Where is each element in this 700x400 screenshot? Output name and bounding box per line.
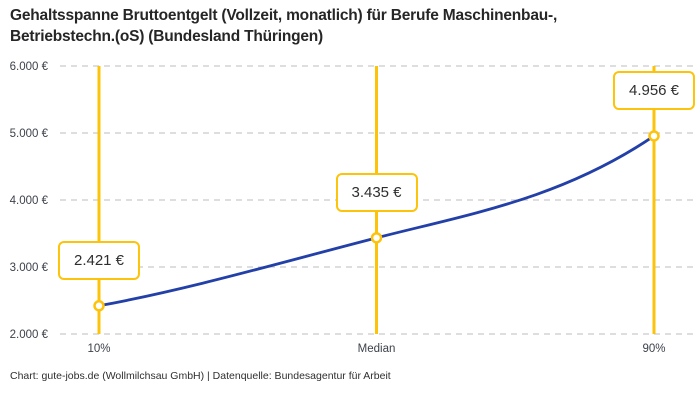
y-tick-label: 4.000 € xyxy=(10,195,49,207)
x-tick-label: Median xyxy=(358,343,396,355)
point-value-label: 2.421 € xyxy=(57,240,141,280)
y-tick-label: 5.000 € xyxy=(10,128,49,140)
chart-title: Gehaltsspanne Bruttoentgelt (Vollzeit, m… xyxy=(10,5,686,47)
data-point-marker xyxy=(93,300,105,312)
chart-title-line-2: Betriebstechn.(oS) (Bundesland Thüringen… xyxy=(10,28,324,45)
y-tick-label: 2.000 € xyxy=(10,329,49,341)
chart-title-line-1: Gehaltsspanne Bruttoentgelt (Vollzeit, m… xyxy=(10,7,558,24)
y-tick-label: 3.000 € xyxy=(10,262,49,274)
point-value-label: 4.956 € xyxy=(612,70,696,110)
point-value-label: 3.435 € xyxy=(335,172,418,212)
x-tick-label: 90% xyxy=(642,343,665,355)
data-point-marker xyxy=(370,232,383,244)
x-tick-label: 10% xyxy=(87,343,110,355)
data-point-marker xyxy=(648,130,660,142)
y-tick-label: 6.000 € xyxy=(10,61,49,73)
chart-source-caption: Chart: gute-jobs.de (Wollmilchsau GmbH) … xyxy=(10,370,391,382)
